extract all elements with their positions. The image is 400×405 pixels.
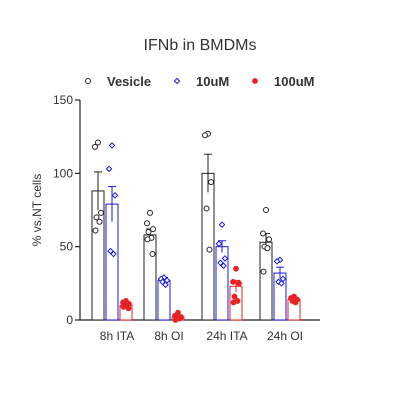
chart-title: IFNb in BMDMs — [144, 37, 257, 54]
data-point — [145, 229, 152, 235]
legend-item-100um: 100uM — [252, 74, 314, 89]
data-point — [96, 218, 103, 225]
legend-label: Vesicle — [107, 74, 151, 89]
data-point — [273, 258, 281, 265]
data-point — [105, 165, 113, 173]
data-point — [266, 236, 272, 243]
legend-label: 10uM — [196, 74, 229, 89]
data-point — [217, 259, 224, 267]
data-point — [144, 236, 151, 243]
data-point — [218, 221, 226, 228]
data-point — [93, 214, 100, 221]
data-point — [260, 268, 267, 275]
legend-item-vesicle: Vesicle — [85, 74, 151, 89]
data-point — [107, 247, 114, 255]
data-point — [172, 317, 179, 323]
x-tick-label: 8h ITA — [100, 329, 134, 343]
data-point — [221, 255, 229, 262]
data-point — [149, 251, 156, 257]
y-tick-label: 50 — [60, 240, 74, 254]
data-point — [120, 303, 127, 310]
x-tick-label: 24h ITA — [206, 329, 247, 343]
y-tick-label: 150 — [53, 93, 73, 107]
data-point — [231, 293, 238, 300]
y-axis: 0 50 100 150 — [53, 93, 81, 327]
data-point — [95, 139, 101, 146]
legend-label: 100uM — [274, 74, 314, 89]
data-point — [125, 305, 132, 312]
legend-marker — [252, 78, 258, 84]
legend-marker — [85, 78, 91, 84]
data-point — [230, 278, 236, 285]
y-axis-label: % vs.NT cells — [30, 174, 44, 246]
x-tick-label: 24h OI — [267, 329, 303, 343]
data-point — [292, 299, 299, 306]
data-point — [98, 209, 104, 216]
data-point — [230, 299, 237, 306]
bar-vesicle-1 — [143, 234, 157, 321]
bar-vesicle-3 — [259, 241, 273, 321]
data-point — [202, 132, 208, 139]
legend-item-10um: 10uM — [173, 74, 229, 89]
data-point — [260, 230, 266, 237]
data-point — [233, 265, 239, 272]
data-point — [236, 280, 242, 287]
data-point — [162, 281, 169, 289]
data-point — [147, 209, 153, 216]
data-point — [263, 207, 269, 213]
data-point — [203, 205, 210, 212]
data-point — [220, 262, 227, 270]
data-point — [206, 246, 213, 253]
chart-legend: Vesicle 10uM 100uM — [85, 74, 314, 89]
data-point — [108, 142, 116, 149]
legend-marker — [173, 77, 181, 85]
data-point — [92, 143, 98, 150]
data-point — [111, 192, 119, 199]
data-point — [110, 250, 117, 258]
data-point — [92, 227, 99, 234]
data-point — [264, 245, 271, 252]
bar-vesicle-2 — [201, 172, 215, 321]
y-tick-label: 100 — [53, 166, 73, 180]
points-layer — [92, 130, 300, 323]
x-tick-label: 8h OI — [154, 329, 183, 343]
y-tick-label: 0 — [66, 313, 73, 327]
data-point — [150, 226, 156, 233]
data-point — [159, 278, 166, 286]
data-point — [215, 240, 223, 248]
data-point — [208, 179, 214, 186]
data-point — [144, 220, 150, 227]
x-axis: 8h ITA 8h OI 24h ITA 24h OI — [80, 319, 320, 343]
data-point — [278, 280, 285, 287]
